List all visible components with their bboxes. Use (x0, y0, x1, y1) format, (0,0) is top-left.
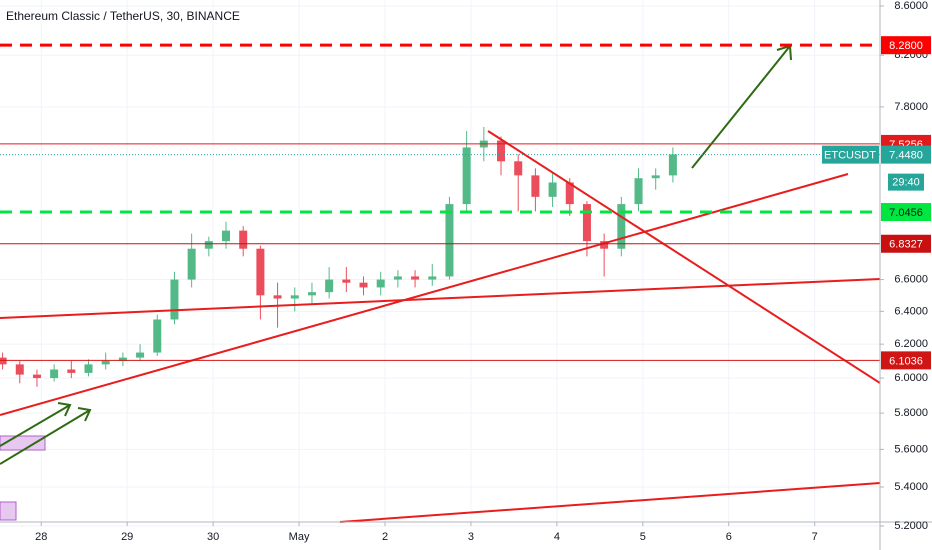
y-tick-label: 6.2000 (894, 338, 928, 350)
y-tick-label: 6.6000 (894, 273, 928, 285)
drawings (0, 44, 881, 523)
y-tick-label: 6.0000 (894, 372, 928, 384)
candle-body (32, 374, 41, 379)
candle-body (651, 175, 660, 179)
level-tag (881, 36, 931, 55)
candle-body (187, 248, 196, 280)
candle-body (617, 204, 626, 249)
countdown-tag (888, 173, 924, 191)
candle-body (170, 279, 179, 320)
candle-body (0, 357, 7, 365)
candle-body (359, 282, 368, 288)
candle-body (600, 241, 609, 249)
y-tick-label: 5.4000 (894, 481, 928, 493)
level-tag (881, 203, 931, 222)
countdown-label: 29:40 (892, 177, 920, 189)
y-tick-label: 7.8000 (894, 101, 928, 113)
candle-body (204, 241, 213, 249)
x-tick-label: 30 (207, 531, 219, 543)
levels (0, 43, 880, 361)
level-label: 6.1036 (889, 355, 923, 367)
symbol-label: ETCUSDT (824, 150, 876, 162)
y-tick-label: 5.6000 (894, 443, 928, 455)
x-tick-label: 2 (382, 531, 388, 543)
candle-body (307, 292, 316, 296)
candle-body (84, 364, 93, 373)
candle-body (290, 295, 299, 299)
x-tick-label: 4 (554, 531, 560, 543)
candle-body (67, 369, 76, 373)
trend-line (487, 130, 881, 384)
candle-body (376, 279, 385, 288)
candle-body (342, 279, 351, 283)
chart-title: Ethereum Classic / TetherUS, 30, BINANCE (6, 9, 240, 23)
candle-body (393, 276, 402, 280)
price-axis (880, 0, 932, 550)
candle-body (50, 369, 59, 379)
candle-body (136, 352, 145, 358)
level-tag (881, 234, 931, 253)
arrows (0, 44, 792, 465)
level-label: 6.8327 (889, 239, 923, 251)
candle-body (565, 182, 574, 205)
trend-line (0, 278, 881, 319)
candles (0, 126, 677, 387)
level-tag (881, 351, 931, 370)
box (0, 501, 17, 521)
candle-body (273, 295, 282, 299)
candle-body (411, 276, 420, 280)
last-price-tag (881, 145, 931, 164)
y-tick-label: 5.8000 (894, 407, 928, 419)
x-tick-label: 6 (726, 531, 732, 543)
level-label: 7.0456 (889, 207, 923, 219)
candle-body (153, 319, 162, 353)
trend-line (0, 173, 849, 416)
candle-body (582, 204, 591, 242)
x-tick-label: 7 (812, 531, 818, 543)
candle-body (531, 175, 540, 197)
y-tick-label: 5.2000 (894, 520, 928, 532)
candle-body (101, 360, 110, 365)
candle-body (634, 178, 643, 205)
candle-body (15, 364, 24, 375)
candle-body (462, 147, 471, 205)
arrow (691, 45, 791, 169)
axes: 8.60008.20007.80006.60006.40006.20006.00… (35, 0, 928, 543)
candle-body (548, 182, 557, 197)
arrow (0, 404, 71, 447)
candle-body (445, 204, 454, 277)
candle-body (428, 276, 437, 280)
y-tick-label: 6.4000 (894, 305, 928, 317)
x-tick-label: 3 (468, 531, 474, 543)
price-tags: 8.28007.52567.04566.83276.10367.4480ETCU… (822, 36, 931, 370)
arrow-head (77, 407, 92, 422)
symbol-tag (822, 145, 879, 164)
x-tick-label: 29 (121, 531, 133, 543)
candle-body (668, 154, 677, 176)
last-price-label: 7.4480 (889, 150, 923, 162)
grid (0, 0, 880, 527)
x-tick-label: 5 (640, 531, 646, 543)
x-tick-label: 28 (35, 531, 47, 543)
trend-line (339, 482, 881, 523)
arrow (0, 409, 91, 465)
candle-body (256, 248, 265, 296)
candle-body (497, 140, 506, 162)
level-label: 8.2800 (889, 40, 923, 52)
candle-body (118, 357, 127, 361)
candle-body (325, 279, 334, 293)
candle-body (222, 230, 231, 242)
candle-body (239, 230, 248, 249)
y-tick-label: 8.6000 (894, 0, 928, 12)
arrow-head (57, 402, 72, 417)
x-tick-label: May (289, 531, 310, 543)
candle-body (514, 161, 523, 176)
